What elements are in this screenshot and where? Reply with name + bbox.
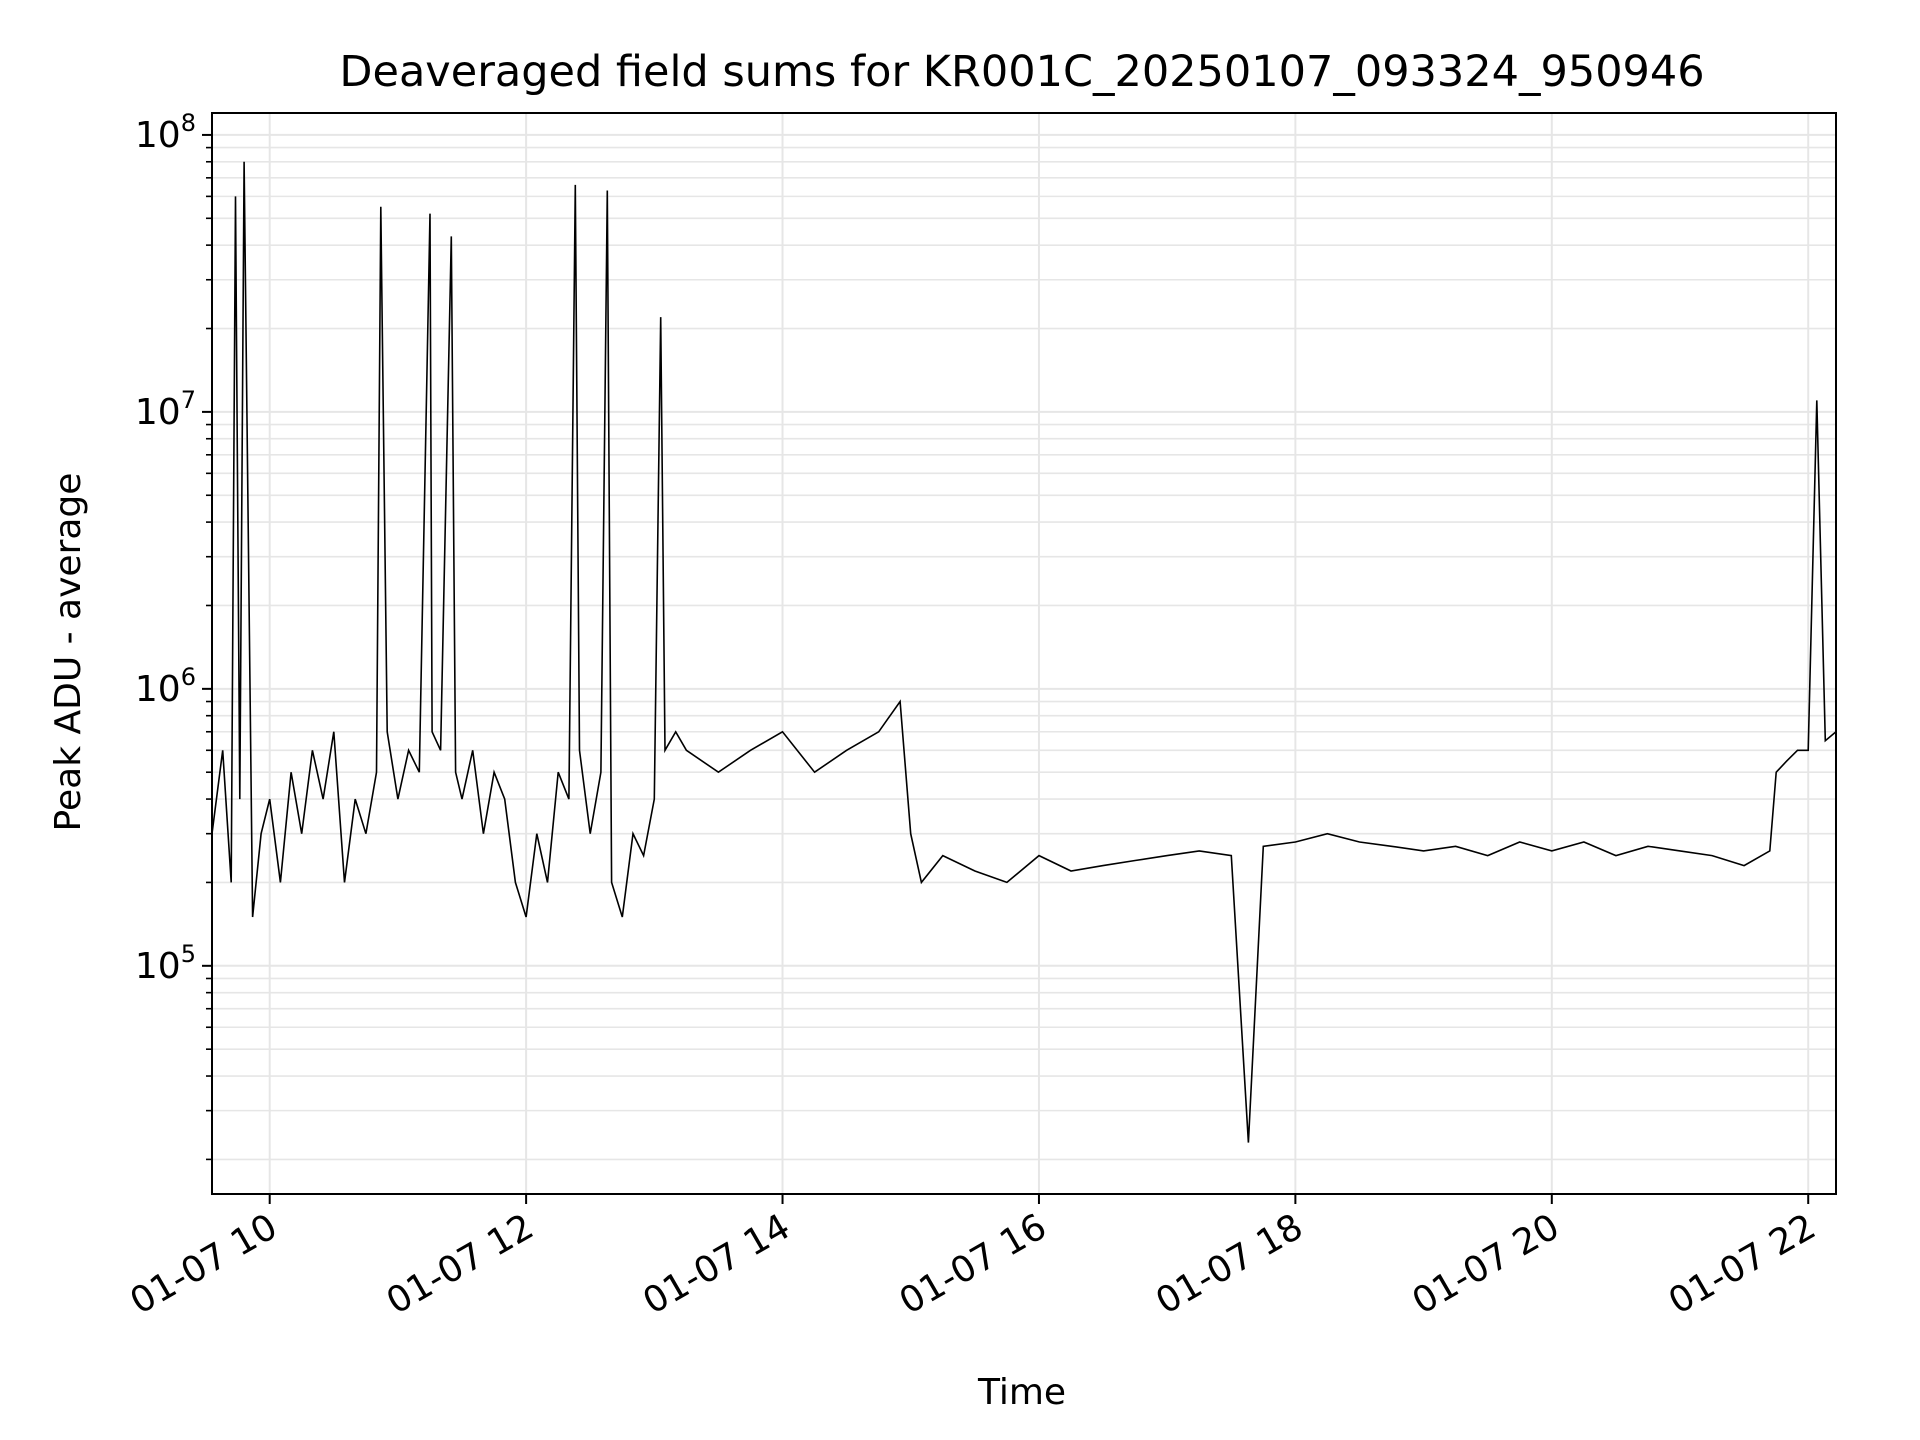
y-tick-label: 108 xyxy=(135,109,196,156)
y-axis: 105 106 107 108 xyxy=(135,109,212,1161)
y-tick-label: 106 xyxy=(135,663,196,710)
y-tick-label: 105 xyxy=(135,940,196,987)
series-layer xyxy=(211,161,1837,1143)
x-axis-label: Time xyxy=(977,1372,1066,1413)
grid xyxy=(212,113,1836,1194)
y-axis-label: Peak ADU - average xyxy=(48,473,89,832)
chart-title: Deaveraged field sums for KR001C_2025010… xyxy=(339,47,1704,97)
y-tick-label: 107 xyxy=(135,386,196,433)
plot-frame xyxy=(211,112,1837,1195)
series-line xyxy=(211,161,1837,1143)
